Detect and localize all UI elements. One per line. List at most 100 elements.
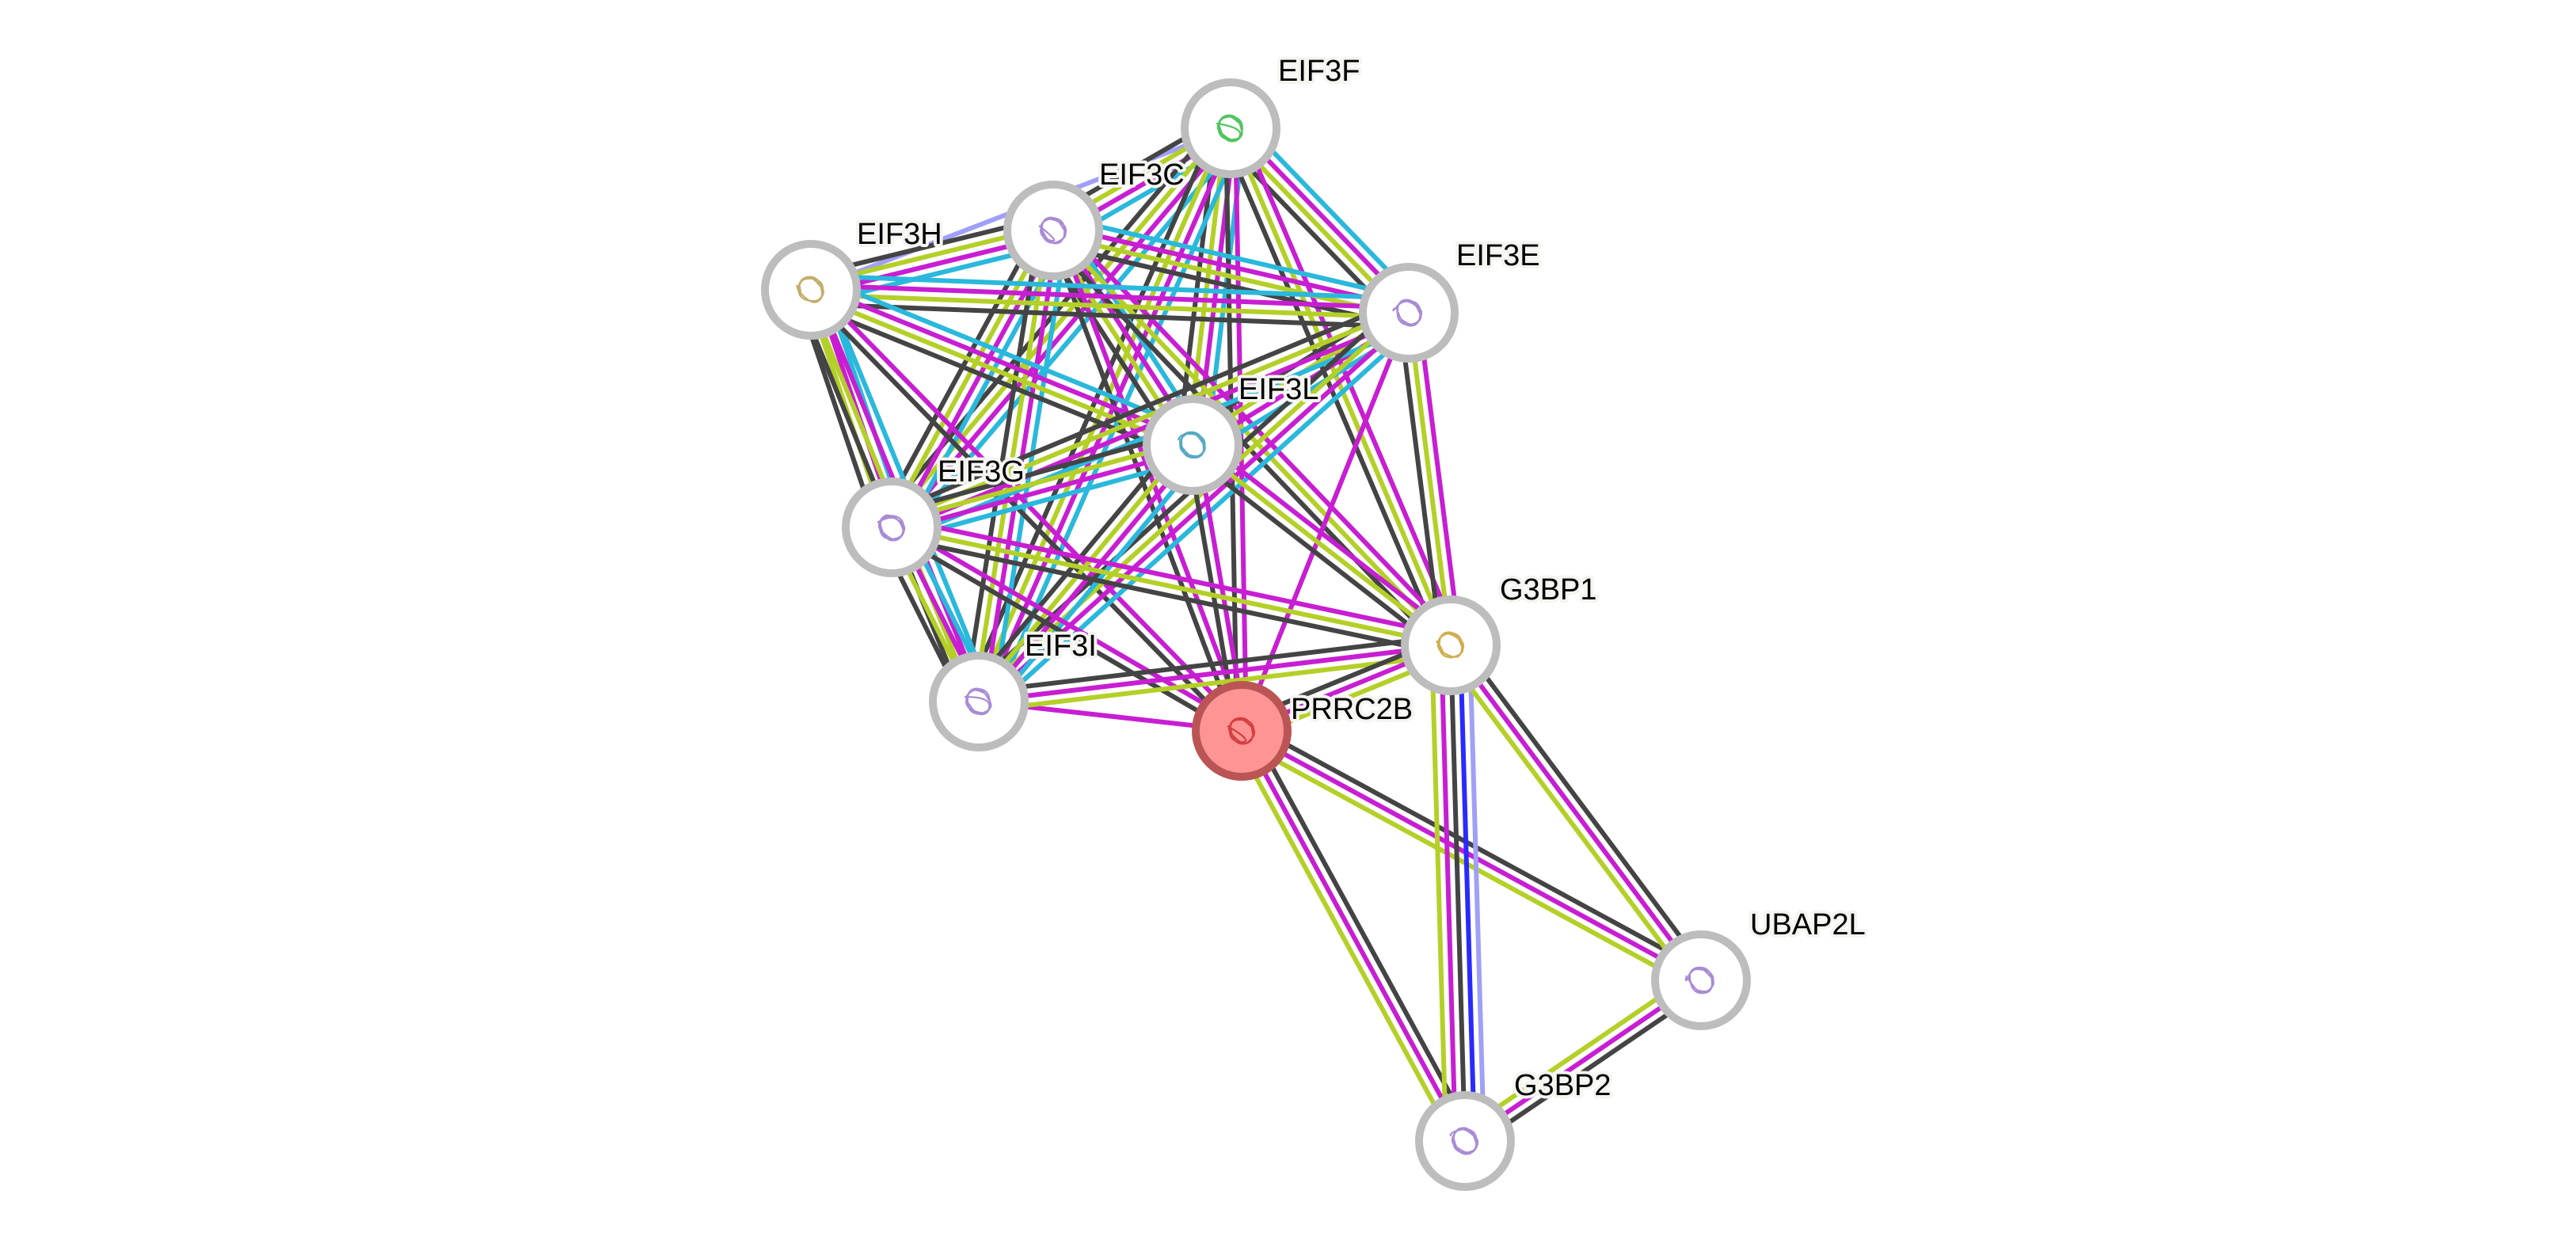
edge-EIF3E-G3BP1[interactable] bbox=[1397, 311, 1463, 647]
edge-evidence-coexpression bbox=[977, 633, 1450, 695]
protein-structure-icon bbox=[795, 276, 824, 303]
node-label: EIF3L bbox=[1239, 373, 1318, 406]
node-circle bbox=[1401, 595, 1501, 695]
edge-EIF3I-G3BP1[interactable] bbox=[977, 633, 1452, 713]
protein-structure-icon bbox=[1392, 299, 1423, 327]
edge-evidence-textmining bbox=[972, 229, 1052, 702]
edge-EIF3H-EIF3E[interactable] bbox=[810, 273, 1410, 329]
node-eif3c[interactable]: EIF3C bbox=[1003, 155, 1188, 280]
node-label: EIF3F bbox=[1278, 55, 1360, 88]
node-label: PRRC2B bbox=[1291, 693, 1413, 726]
edge-evidence-experiments bbox=[1439, 645, 1459, 1142]
protein-structure-icon bbox=[1436, 631, 1465, 659]
node-eif3e[interactable]: EIF3E bbox=[1359, 236, 1543, 363]
edge-evidence-coexpression bbox=[877, 222, 1043, 522]
edge-evidence-coexpression bbox=[1456, 638, 1711, 976]
edge-EIF3L-G3BP1[interactable] bbox=[1185, 436, 1459, 655]
edges-layer bbox=[795, 113, 1711, 1151]
edge-evidence-database bbox=[811, 273, 1410, 302]
edge-evidence-textmining bbox=[889, 438, 1193, 526]
edge-evidence-database bbox=[1056, 214, 1413, 302]
node-g3bp1[interactable]: G3BP1 bbox=[1401, 570, 1600, 695]
edge-G3BP1-G3BP2[interactable] bbox=[1429, 645, 1486, 1142]
node-circle bbox=[1192, 681, 1292, 781]
node-eif3g[interactable]: EIF3G bbox=[842, 452, 1028, 577]
edge-evidence-experiments bbox=[892, 515, 1454, 639]
node-label: EIF3G bbox=[938, 455, 1025, 489]
edge-evidence-cooccurrence bbox=[1457, 645, 1477, 1141]
edge-evidence-experiments bbox=[892, 447, 1195, 534]
edge-evidence-textmining bbox=[1228, 127, 1453, 647]
node-label: EIF3E bbox=[1456, 239, 1540, 272]
edge-evidence-textmining bbox=[980, 652, 1452, 713]
node-eif3i[interactable]: EIF3I bbox=[929, 626, 1100, 751]
edge-EIF3G-PRRC2B[interactable] bbox=[888, 521, 1246, 737]
edge-evidence-coexpression bbox=[1185, 451, 1447, 655]
node-circle bbox=[761, 240, 861, 340]
edge-evidence-experiments bbox=[892, 521, 1246, 729]
node-eif3f[interactable]: EIF3F bbox=[1181, 51, 1363, 178]
node-eif3l[interactable]: EIF3L bbox=[1143, 370, 1322, 495]
edge-EIF3L-EIF3I[interactable] bbox=[965, 434, 1206, 713]
edge-evidence-experiments bbox=[978, 643, 1452, 704]
edge-evidence-textmining bbox=[1191, 443, 1452, 648]
node-g3bp2[interactable]: G3BP2 bbox=[1415, 1066, 1615, 1191]
edge-evidence-textmining bbox=[973, 307, 1407, 700]
edge-evidence-coexpression bbox=[1247, 725, 1476, 1138]
edge-evidence-experiments bbox=[1240, 728, 1703, 983]
protein-structure-icon bbox=[964, 687, 992, 716]
nodes-layer: EIF3F EIF3C EIF3H EIF3E EIF3L EIF3G EIF3I PRRC2… bbox=[761, 51, 1869, 1191]
edge-evidence-textmining bbox=[1440, 649, 1695, 987]
edge-evidence-coexpression bbox=[967, 300, 1401, 693]
node-circle bbox=[929, 652, 1029, 751]
edge-evidence-textmining bbox=[885, 226, 1052, 527]
protein-structure-icon bbox=[1684, 966, 1714, 995]
edge-evidence-experiments bbox=[1448, 644, 1703, 982]
node-label: G3BP1 bbox=[1500, 573, 1597, 607]
edge-evidence-experiments bbox=[1055, 227, 1249, 730]
edge-PRRC2B-G3BP2[interactable] bbox=[1231, 725, 1476, 1147]
edge-evidence-experiments bbox=[811, 283, 1410, 311]
edge-evidence-textmining bbox=[891, 525, 1452, 648]
edge-EIF3H-PRRC2B[interactable] bbox=[805, 284, 1247, 736]
edge-evidence-homology bbox=[1467, 645, 1486, 1141]
edge-evidence-textmining bbox=[973, 440, 1191, 701]
node-circle bbox=[1143, 395, 1242, 495]
edge-evidence-experiments bbox=[1415, 311, 1463, 645]
node-circle bbox=[842, 477, 942, 577]
edge-EIF3G-G3BP1[interactable] bbox=[888, 515, 1454, 657]
node-label: EIF3C bbox=[1099, 158, 1185, 192]
edge-evidence-coexpression bbox=[887, 428, 1190, 516]
edge-evidence-coexpression bbox=[810, 301, 1409, 329]
edge-evidence-database bbox=[900, 135, 1244, 538]
edge-evidence-experiments bbox=[980, 446, 1198, 706]
node-label: UBAP2L bbox=[1750, 908, 1866, 941]
node-ubap2l[interactable]: UBAP2L bbox=[1651, 905, 1869, 1030]
edge-evidence-textmining bbox=[1231, 734, 1459, 1147]
edge-evidence-database bbox=[815, 274, 1199, 435]
protein-structure-icon bbox=[1038, 216, 1067, 245]
edge-evidence-textmining bbox=[1406, 312, 1453, 646]
edge-evidence-coexpression bbox=[1448, 645, 1467, 1142]
edge-evidence-experiments bbox=[1197, 436, 1459, 640]
edge-evidence-coexpression bbox=[805, 300, 1189, 461]
node-prrc2b[interactable]: PRRC2B bbox=[1192, 681, 1416, 781]
edge-evidence-experiments bbox=[1239, 311, 1411, 732]
edge-evidence-coexpression bbox=[888, 534, 1450, 657]
edge-evidence-experiments bbox=[1239, 729, 1467, 1143]
edge-G3BP1-UBAP2L[interactable] bbox=[1440, 638, 1711, 987]
node-label: G3BP2 bbox=[1514, 1069, 1611, 1102]
node-eif3h[interactable]: EIF3H bbox=[761, 215, 946, 340]
node-label: EIF3H bbox=[857, 218, 942, 251]
edge-evidence-coexpression bbox=[805, 291, 1240, 736]
protein-structure-icon bbox=[1216, 114, 1243, 143]
node-circle bbox=[1651, 930, 1751, 1030]
protein-structure-icon bbox=[1177, 431, 1206, 459]
node-circle bbox=[1415, 1091, 1515, 1191]
edge-EIF3E-PRRC2B[interactable] bbox=[1239, 311, 1411, 732]
node-circle bbox=[1181, 78, 1280, 178]
edge-evidence-database bbox=[987, 321, 1421, 714]
edge-evidence-experiments bbox=[893, 129, 1236, 532]
node-label: EIF3I bbox=[1025, 630, 1097, 663]
